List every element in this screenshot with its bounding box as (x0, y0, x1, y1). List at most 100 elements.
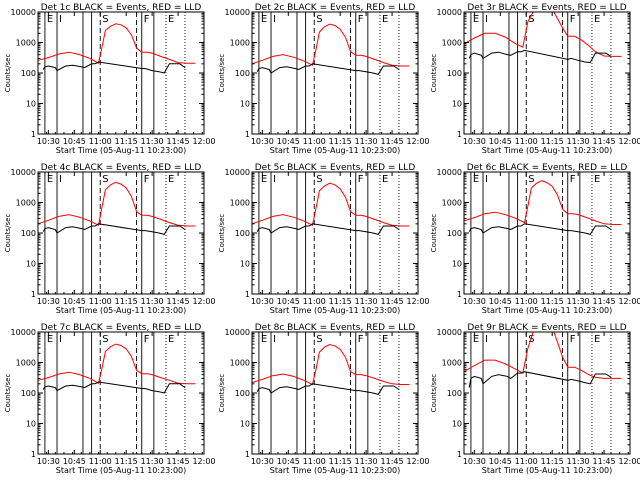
marker-label: I (273, 174, 276, 185)
y-tick-label: 10 (240, 100, 250, 109)
x-tick-label: 10:30 (463, 297, 486, 306)
x-axis-label: Start Time (05-Aug-11 10:23:00) (56, 146, 187, 155)
marker-label: F (570, 334, 576, 345)
x-tick-label: 11:30 (141, 457, 164, 466)
marker-label: S (528, 14, 534, 25)
x-axis-label: Start Time (05-Aug-11 10:23:00) (482, 146, 613, 155)
marker-label: E (473, 334, 479, 345)
x-tick-label: 10:30 (251, 457, 274, 466)
plot-frame (37, 11, 205, 135)
marker-label: E (473, 174, 479, 185)
x-tick-label: 12:00 (192, 457, 215, 466)
series-line-lld (37, 181, 196, 227)
series-line-lld (37, 343, 196, 385)
x-tick-label: 11:15 (541, 137, 564, 146)
x-tick-label: 10:30 (37, 137, 60, 146)
y-tick-label: 100 (235, 69, 250, 78)
y-tick-label: 1 (245, 450, 250, 459)
x-tick-label: 11:00 (89, 297, 112, 306)
y-tick-label: 1000 (16, 199, 36, 208)
series-line-lld (251, 343, 410, 386)
plot-frame (463, 171, 631, 295)
series-line-events (256, 383, 400, 395)
chart-title: Det 8c BLACK = Events, RED = LLD (255, 323, 416, 333)
x-tick-label: 10:45 (489, 137, 512, 146)
marker-label: I (59, 14, 62, 25)
y-tick-label: 1 (31, 130, 36, 139)
y-tick-label: 10 (452, 420, 462, 429)
x-tick-label: 10:30 (463, 457, 486, 466)
x-tick-label: 11:00 (303, 137, 326, 146)
y-tick-label: 10 (452, 260, 462, 269)
series-line-lld (37, 23, 196, 64)
marker-label: F (358, 14, 364, 25)
x-axis-label: Start Time (05-Aug-11 10:23:00) (56, 466, 187, 475)
plot-frame (37, 171, 205, 295)
x-tick-label: 11:15 (329, 137, 352, 146)
marker-label: I (485, 14, 488, 25)
marker-label: E (47, 334, 53, 345)
x-tick-label: 11:30 (567, 137, 590, 146)
marker-label: E (382, 334, 388, 345)
x-tick-label: 10:45 (63, 137, 86, 146)
y-tick-label: 1000 (442, 39, 462, 48)
marker-label: S (528, 174, 534, 185)
marker-label: E (594, 174, 600, 185)
marker-label: E (261, 14, 267, 25)
y-tick-label: 1000 (230, 39, 250, 48)
y-tick-label: 100 (447, 229, 462, 238)
y-tick-label: 100 (447, 389, 462, 398)
x-tick-label: 12:00 (192, 297, 215, 306)
y-tick-label: 1 (31, 290, 36, 299)
marker-label: S (316, 14, 322, 25)
y-tick-label: 1000 (230, 359, 250, 368)
y-tick-label: 1000 (230, 199, 250, 208)
plot-frame (251, 331, 419, 455)
x-axis-label: Start Time (05-Aug-11 10:23:00) (482, 466, 613, 475)
chart-title: Det 6c BLACK = Events, RED = LLD (467, 163, 628, 173)
y-tick-label: 1 (457, 290, 462, 299)
x-tick-label: 11:00 (303, 457, 326, 466)
marker-label: E (594, 334, 600, 345)
x-tick-label: 11:15 (329, 457, 352, 466)
series-line-events (468, 49, 612, 64)
x-tick-label: 10:45 (63, 457, 86, 466)
y-tick-label: 1000 (442, 359, 462, 368)
marker-label: F (144, 334, 150, 345)
x-tick-label: 11:30 (355, 137, 378, 146)
x-tick-label: 10:45 (277, 137, 300, 146)
x-tick-label: 11:45 (381, 457, 404, 466)
x-tick-label: 11:15 (115, 457, 138, 466)
y-tick-label: 10000 (225, 168, 250, 177)
y-tick-label: 1000 (442, 199, 462, 208)
x-tick-label: 10:30 (37, 457, 60, 466)
x-axis-label: Start Time (05-Aug-11 10:23:00) (56, 306, 187, 315)
x-tick-label: 11:30 (355, 297, 378, 306)
chart-title: Det 5c BLACK = Events, RED = LLD (255, 163, 416, 173)
chart-title: Det 2c BLACK = Events, RED = LLD (255, 3, 416, 13)
y-tick-label: 100 (21, 69, 36, 78)
x-tick-label: 10:30 (37, 297, 60, 306)
y-tick-label: 100 (21, 389, 36, 398)
plot-frame (251, 11, 419, 135)
series-line-lld (251, 182, 410, 227)
marker-label: S (528, 334, 534, 345)
y-tick-label: 10 (452, 100, 462, 109)
y-tick-label: 1 (457, 130, 462, 139)
chart-title: Det 7c BLACK = Events, RED = LLD (41, 323, 202, 333)
marker-label: E (168, 334, 174, 345)
marker-label: S (102, 174, 108, 185)
x-tick-label: 11:30 (141, 297, 164, 306)
marker-label: S (316, 174, 322, 185)
marker-label: I (485, 174, 488, 185)
plot-frame (463, 331, 631, 455)
x-tick-label: 10:45 (63, 297, 86, 306)
x-tick-label: 11:00 (89, 137, 112, 146)
x-tick-label: 11:45 (167, 457, 190, 466)
